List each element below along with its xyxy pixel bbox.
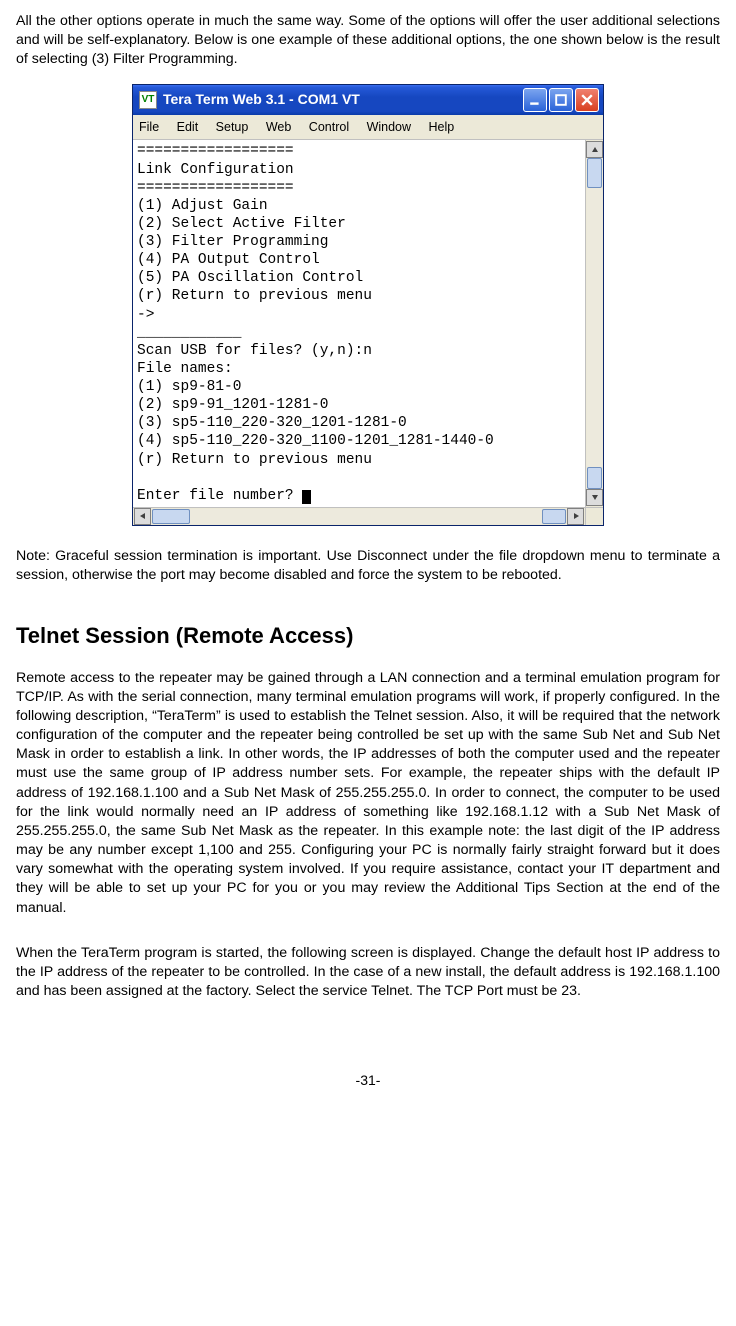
note-paragraph: Note: Graceful session termination is im… (16, 547, 720, 585)
terminal-output: ================== Link Configuration ==… (133, 140, 585, 507)
horizontal-scrollbar[interactable] (133, 507, 585, 525)
scroll-up-arrow[interactable] (586, 141, 603, 158)
menu-file[interactable]: File (139, 120, 159, 134)
telnet-paragraph-1: Remote access to the repeater may be gai… (16, 669, 720, 918)
page-number: -31- (16, 1071, 720, 1090)
menubar: File Edit Setup Web Control Window Help (133, 115, 603, 141)
window-title: Tera Term Web 3.1 - COM1 VT (163, 90, 521, 109)
menu-setup[interactable]: Setup (216, 120, 249, 134)
close-button[interactable] (575, 88, 599, 112)
intro-paragraph: All the other options operate in much th… (16, 12, 720, 70)
scroll-thumb-bottom[interactable] (587, 467, 602, 489)
terminal-body: ================== Link Configuration ==… (133, 140, 603, 507)
menu-control[interactable]: Control (309, 120, 349, 134)
scroll-thumb-right[interactable] (542, 509, 566, 524)
window-titlebar: VT Tera Term Web 3.1 - COM1 VT (133, 85, 603, 115)
bottom-scroll-row (133, 507, 603, 525)
menu-help[interactable]: Help (429, 120, 455, 134)
menu-window[interactable]: Window (367, 120, 411, 134)
menu-web[interactable]: Web (266, 120, 291, 134)
scroll-thumb-left[interactable] (152, 509, 190, 524)
vertical-scrollbar[interactable] (585, 140, 603, 507)
scroll-down-arrow[interactable] (586, 489, 603, 506)
resize-grip[interactable] (585, 507, 603, 525)
scroll-left-arrow[interactable] (134, 508, 151, 525)
app-icon: VT (139, 91, 157, 109)
maximize-button[interactable] (549, 88, 573, 112)
scroll-right-arrow[interactable] (567, 508, 584, 525)
scroll-track-vertical[interactable] (587, 158, 602, 489)
scroll-track-horizontal[interactable] (152, 509, 566, 524)
terminal-window: VT Tera Term Web 3.1 - COM1 VT File Edit… (132, 84, 604, 526)
minimize-button[interactable] (523, 88, 547, 112)
scroll-thumb-top[interactable] (587, 158, 602, 188)
menu-edit[interactable]: Edit (177, 120, 199, 134)
section-heading-telnet: Telnet Session (Remote Access) (16, 621, 720, 651)
screenshot-figure: VT Tera Term Web 3.1 - COM1 VT File Edit… (16, 84, 720, 527)
telnet-paragraph-2: When the TeraTerm program is started, th… (16, 944, 720, 1002)
